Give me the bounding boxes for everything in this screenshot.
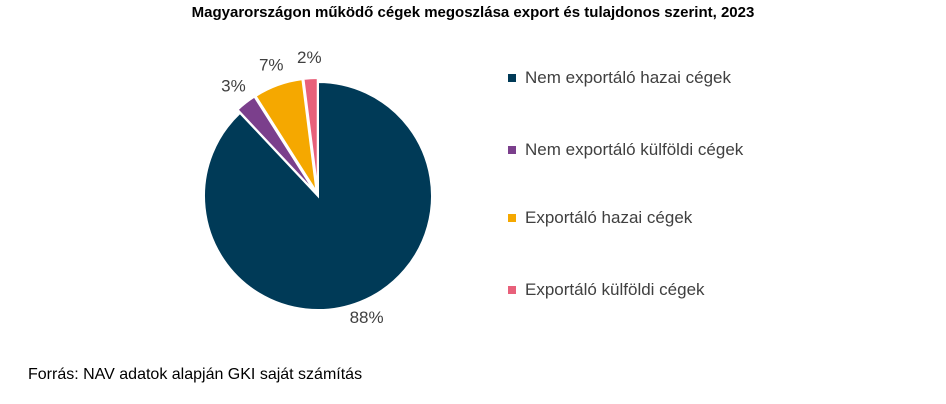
pie-slice: [203, 80, 433, 311]
legend-label: Nem exportáló hazai cégek: [525, 68, 732, 87]
data-label: 88%: [350, 308, 384, 327]
legend-label: Exportáló külföldi cégek: [525, 280, 705, 299]
data-label: 2%: [297, 48, 322, 67]
legend-swatch: [508, 214, 516, 222]
source-note: Forrás: NAV adatok alapján GKI saját szá…: [28, 366, 363, 383]
legend-swatch: [508, 146, 516, 154]
data-label: 7%: [259, 56, 284, 75]
legend-item: Nem exportáló külföldi cégek: [508, 138, 778, 162]
pie-slice: [302, 77, 319, 193]
legend-item: Nem exportáló hazai cégek: [508, 66, 778, 90]
legend-swatch: [508, 74, 516, 82]
chart-title: Magyarországon működő cégek megoszlása e…: [191, 4, 755, 21]
pie-slice: [254, 78, 318, 193]
legend-swatch: [508, 286, 516, 294]
pie-slice: [236, 95, 317, 194]
data-label: 3%: [221, 76, 246, 95]
legend-item: Exportáló hazai cégek: [508, 206, 778, 230]
legend-label: Exportáló hazai cégek: [525, 208, 693, 227]
legend-item: Exportáló külföldi cégek: [508, 278, 778, 302]
legend-label: Nem exportáló külföldi cégek: [525, 140, 744, 159]
